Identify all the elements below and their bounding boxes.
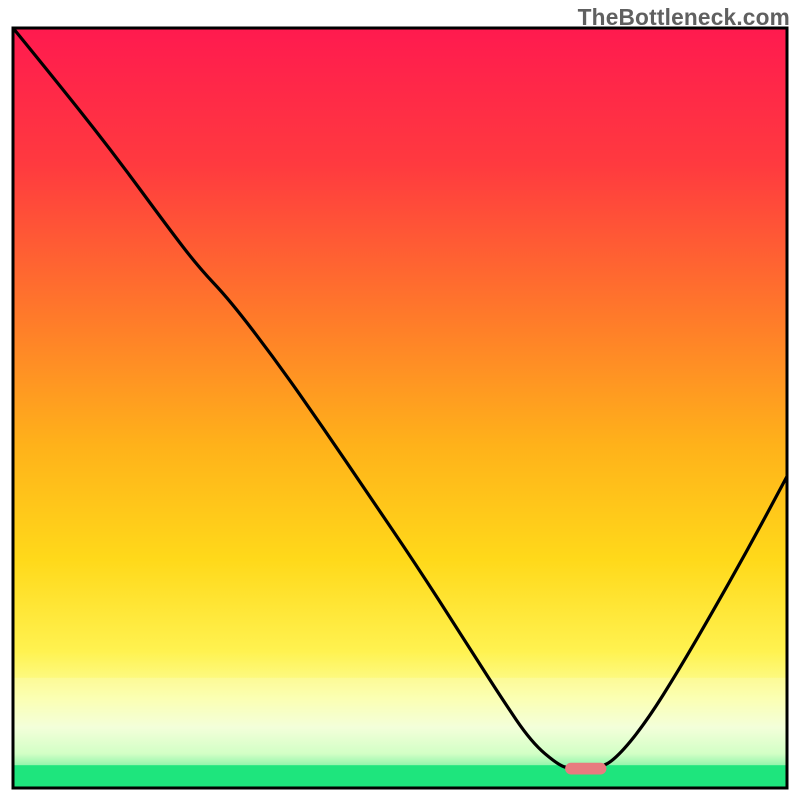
gradient-background [13,28,787,788]
bottleneck-chart [0,0,800,800]
watermark-text: TheBottleneck.com [578,4,790,31]
plot-area [13,28,787,788]
chart-frame: TheBottleneck.com [0,0,800,800]
green-band [13,765,787,788]
optimum-marker [566,763,606,774]
